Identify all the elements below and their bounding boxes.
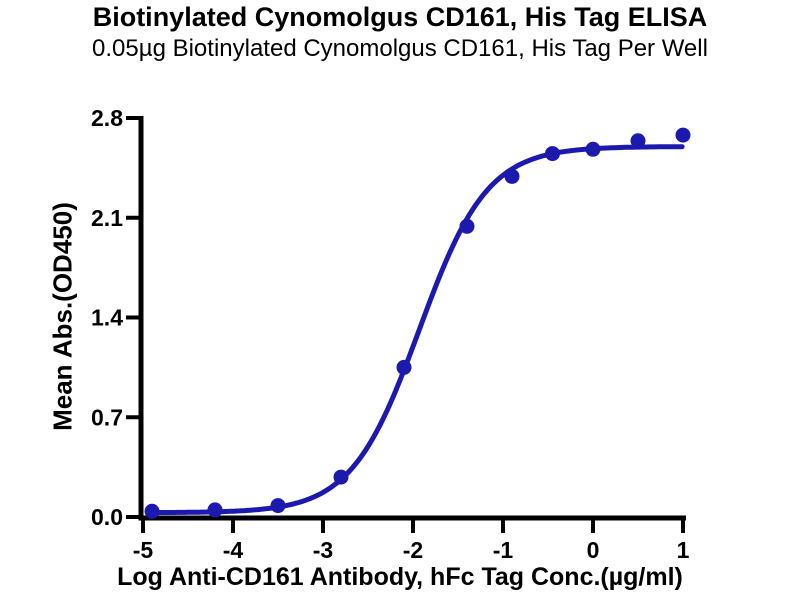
chart-title: Biotinylated Cynomolgus CD161, His Tag E… <box>92 2 708 32</box>
data-point <box>504 168 520 184</box>
data-point <box>207 502 223 518</box>
x-tick-label: 1 <box>677 537 690 563</box>
data-point <box>333 469 349 485</box>
x-tick-label: -1 <box>493 537 514 563</box>
y-tick-label: 2.8 <box>91 105 123 131</box>
x-tick-label: -3 <box>313 537 333 563</box>
axes-group <box>138 116 686 521</box>
fit-curve-group <box>147 144 685 516</box>
data-point <box>545 146 560 162</box>
ticks-group <box>126 116 685 533</box>
x-tick-label: -2 <box>403 537 423 563</box>
data-point <box>459 218 475 234</box>
data-points-group <box>144 127 691 519</box>
data-point <box>675 127 691 143</box>
y-tick-label: 1.4 <box>91 305 123 331</box>
chart-subtitle: 0.05µg Biotinylated Cynomolgus CD161, Hi… <box>92 35 708 62</box>
y-tick-label: 0.7 <box>91 404 123 430</box>
tick-labels-group: -5 -4 -3 -2 -1 0 1 0.0 0.7 1.4 2.1 2.8 <box>91 105 690 563</box>
y-tick-label: 2.1 <box>91 205 123 231</box>
data-point <box>270 498 286 514</box>
data-point <box>630 133 646 149</box>
x-tick-label: 0 <box>587 537 600 563</box>
dose-response-fit-curve <box>147 144 685 516</box>
x-axis-title: Log Anti-CD161 Antibody, hFc Tag Conc.(µ… <box>117 563 683 591</box>
data-point <box>144 503 160 519</box>
x-tick-label: -4 <box>223 537 244 563</box>
y-tick-label: 0.0 <box>91 504 123 530</box>
data-point <box>396 359 412 375</box>
x-tick-label: -5 <box>133 537 154 563</box>
data-point <box>585 141 601 157</box>
